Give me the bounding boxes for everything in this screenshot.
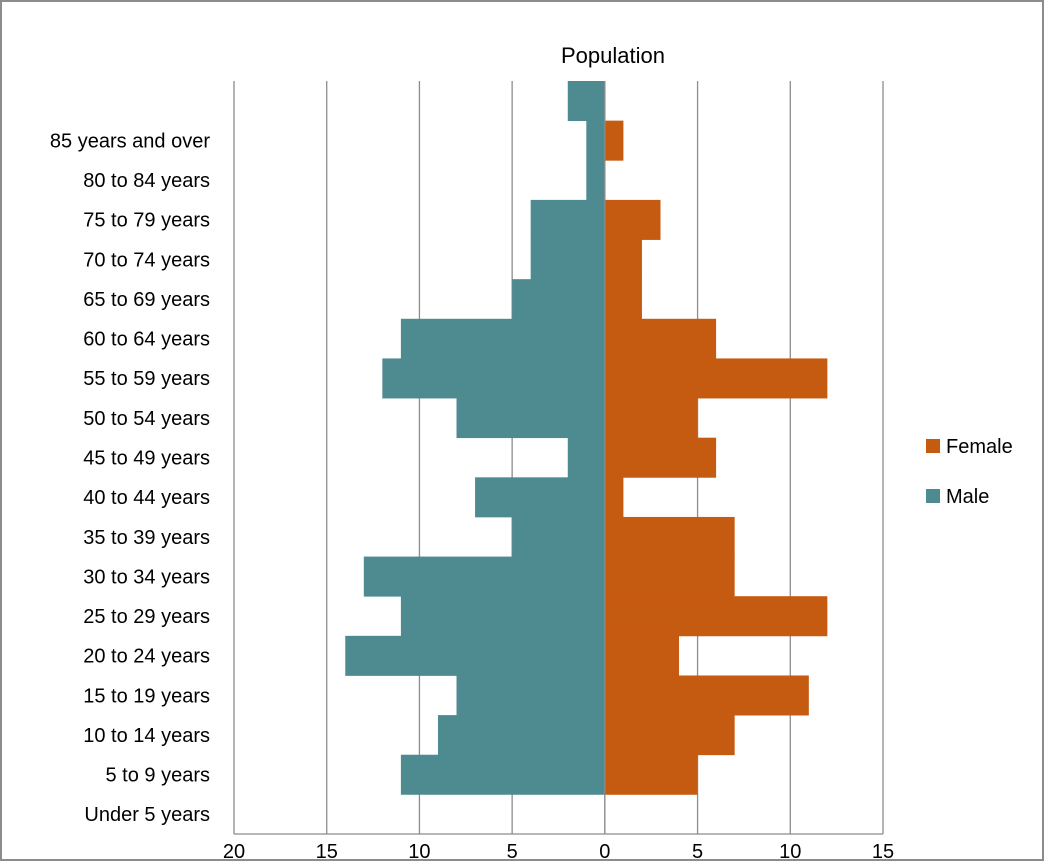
bar-male-10 [456, 398, 605, 439]
category-label-5: 25 to 29 years [83, 606, 210, 628]
category-label-11: 55 to 59 years [83, 368, 210, 390]
bar-male-9 [567, 437, 605, 478]
bar-female-17 [604, 120, 624, 161]
bar-male-16 [586, 160, 605, 201]
bar-male-14 [530, 239, 605, 280]
x-tick-label-5: 5 [692, 841, 703, 863]
category-labels: Under 5 years 5 to 9 years 10 to 14 years 1… [50, 130, 210, 826]
bar-female-7 [604, 516, 735, 557]
bar-male-17 [586, 120, 605, 161]
category-label-12: 60 to 64 years [83, 329, 210, 351]
x-tick-labels: 20 15 10 5 0 5 10 15 [223, 841, 894, 863]
bar-male-8 [475, 477, 605, 518]
bar-male-18 [567, 81, 605, 122]
bar-female-8 [604, 477, 624, 518]
category-label-3: 15 to 19 years [83, 685, 210, 707]
legend-label-female: Female [946, 436, 1013, 458]
category-label-15: 75 to 79 years [83, 210, 210, 232]
bar-female-11 [604, 358, 828, 399]
bar-male-15 [530, 199, 605, 240]
x-tick-label-3: 5 [507, 841, 518, 863]
category-label-7: 35 to 39 years [83, 527, 210, 549]
x-tick-label-6: 10 [779, 841, 801, 863]
bar-female-14 [604, 239, 642, 280]
bar-female-10 [604, 398, 698, 439]
x-tick-label-7: 15 [872, 841, 894, 863]
legend-swatch-male [926, 489, 940, 503]
category-label-13: 65 to 69 years [83, 289, 210, 311]
bar-female-3 [604, 675, 809, 716]
bar-male-5 [400, 596, 605, 637]
bar-female-4 [604, 635, 680, 676]
bar-female-13 [604, 279, 642, 320]
bar-male-1 [400, 754, 605, 795]
category-label-16: 80 to 84 years [83, 170, 210, 192]
legend-label-male: Male [946, 486, 989, 508]
category-label-9: 45 to 49 years [83, 448, 210, 470]
bar-female-6 [604, 556, 735, 597]
bars [345, 81, 828, 834]
category-label-6: 30 to 34 years [83, 566, 210, 588]
category-label-1: 5 to 9 years [105, 765, 210, 787]
legend-swatch-female [926, 439, 940, 453]
bar-female-9 [604, 437, 717, 478]
bar-male-2 [437, 715, 605, 756]
category-label-4: 20 to 24 years [83, 646, 210, 668]
category-label-17: 85 years and over [50, 130, 210, 152]
bar-male-4 [345, 635, 605, 676]
bar-male-13 [512, 279, 605, 320]
chart-title: Population [561, 43, 665, 68]
bar-female-2 [604, 715, 735, 756]
category-label-14: 70 to 74 years [83, 249, 210, 271]
bar-male-7 [512, 516, 605, 557]
x-tick-label-0: 20 [223, 841, 245, 863]
bar-female-1 [604, 754, 698, 795]
bar-female-12 [604, 318, 717, 359]
x-tick-label-2: 10 [408, 841, 430, 863]
x-tick-label-1: 15 [316, 841, 338, 863]
category-label-8: 40 to 44 years [83, 487, 210, 509]
bar-male-11 [382, 358, 605, 399]
bar-male-3 [456, 675, 605, 716]
bar-female-15 [604, 199, 661, 240]
bar-male-6 [363, 556, 605, 597]
legend: Female Male [926, 436, 1013, 508]
bar-male-12 [400, 318, 605, 359]
category-label-0: Under 5 years [84, 804, 210, 826]
x-tick-label-4: 0 [599, 841, 610, 863]
category-label-2: 10 to 14 years [83, 725, 210, 747]
category-label-10: 50 to 54 years [83, 408, 210, 430]
bar-female-5 [604, 596, 828, 637]
